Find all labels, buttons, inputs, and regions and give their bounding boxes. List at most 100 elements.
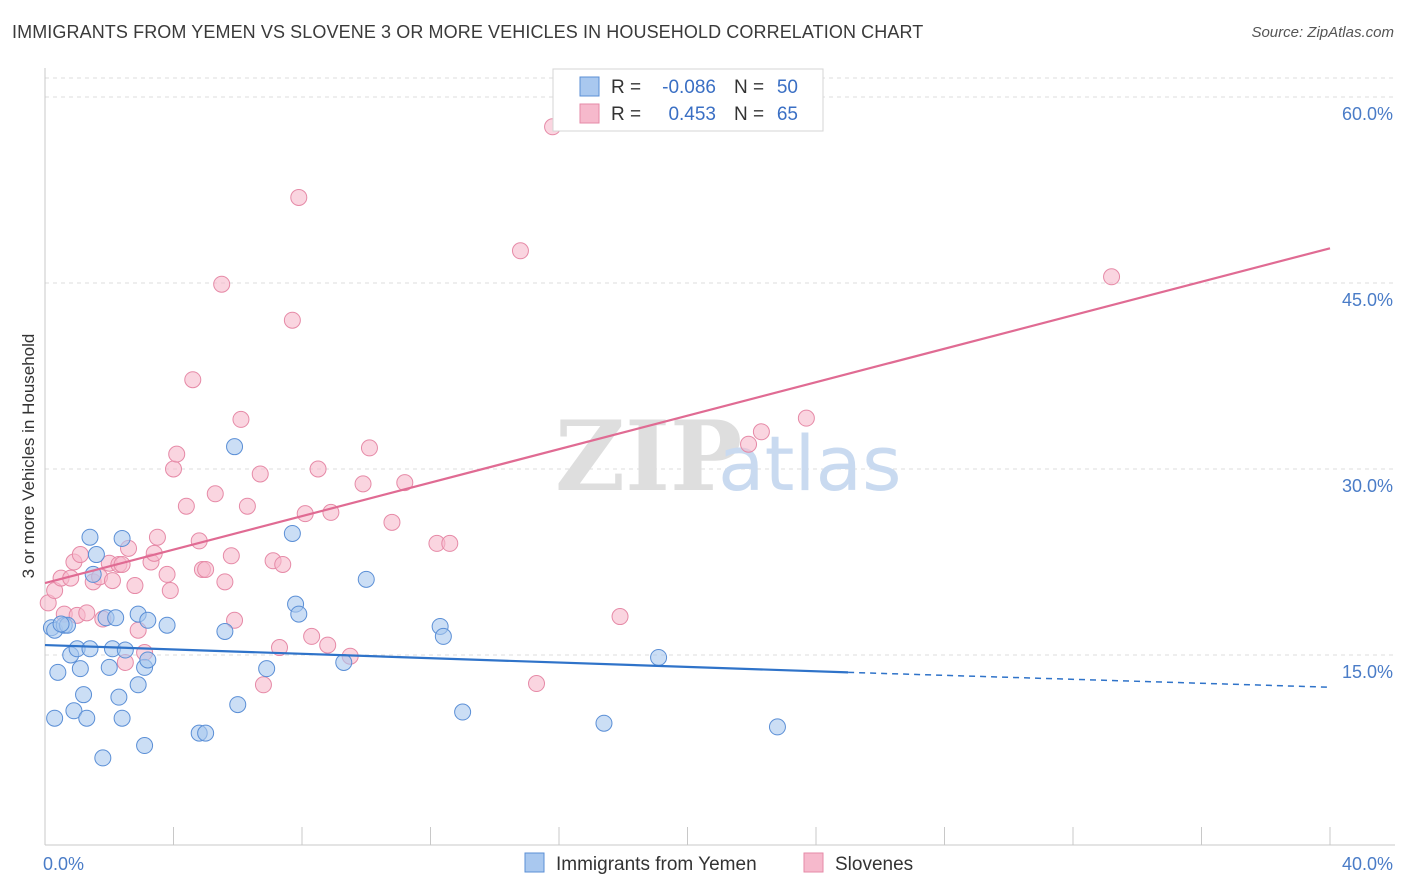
watermark-atlas: atlas — [718, 419, 902, 508]
yemen-point-35 — [229, 696, 247, 714]
slovenes-point-13 — [103, 572, 121, 590]
yemen-point-38 — [283, 524, 301, 542]
bottom-legend: Immigrants from Yemen Slovenes — [524, 852, 913, 875]
yemen-point-44 — [434, 627, 452, 645]
yemen-point-33 — [197, 724, 215, 742]
yemen-point-2 — [49, 663, 67, 681]
yemen-point-47 — [650, 648, 668, 666]
yemen-point-30 — [158, 616, 176, 634]
legend-swatch-yemen — [579, 76, 600, 97]
yemen-point-15 — [87, 546, 105, 564]
yemen-point-18 — [100, 658, 118, 676]
x-tick-label-0: 0.0% — [43, 854, 84, 874]
y-tick-label-0: 15.0% — [1342, 662, 1393, 682]
slovenes-point-40 — [251, 465, 269, 483]
legend-r-value-2: 0.453 — [668, 104, 716, 125]
slovenes-point-44 — [274, 555, 292, 573]
yemen-trend-line-extension — [848, 671, 1331, 688]
slovenes-point-55 — [383, 513, 401, 531]
trend-lines — [44, 247, 1331, 688]
yemen-point-29 — [139, 611, 157, 629]
yemen-trend-line — [44, 643, 849, 674]
slovenes-point-38 — [232, 410, 250, 428]
slovenes-point-43 — [271, 639, 289, 657]
slovenes-point-41 — [254, 676, 272, 694]
slovenes-point-56 — [396, 474, 414, 492]
slovenes-point-48 — [303, 627, 321, 645]
yemen-point-49 — [46, 709, 64, 727]
axes — [44, 68, 1395, 846]
legend-n-value-2: 65 — [777, 104, 798, 125]
slovenes-point-50 — [319, 636, 337, 654]
slovenes-point-60 — [528, 675, 546, 693]
yemen-point-20 — [107, 609, 125, 627]
yemen-point-9 — [71, 660, 89, 678]
slovenes-point-45 — [283, 311, 301, 329]
watermark-zip: ZIP — [555, 400, 742, 513]
slovenes-point-33 — [206, 485, 224, 503]
slovenes-point-18 — [126, 577, 144, 595]
slovenes-point-26 — [165, 460, 182, 478]
grid-lines — [45, 77, 1395, 656]
x-tick-labels: 0.0% 40.0% — [43, 854, 1393, 874]
yemen-point-48 — [768, 718, 786, 736]
yemen-points — [42, 438, 786, 767]
y-axis-label: 3 or more Vehicles in Household — [19, 334, 38, 579]
slovenes-point-62 — [611, 608, 629, 626]
slovenes-point-49 — [309, 460, 327, 478]
bottom-legend-yemen: Immigrants from Yemen — [556, 854, 757, 875]
yemen-point-46 — [595, 714, 613, 732]
legend-box: R = -0.086 N = 50 R = 0.453 N = 65 — [552, 68, 824, 132]
slovenes-point-25 — [161, 582, 179, 600]
slovenes-point-23 — [148, 528, 166, 546]
slovenes-point-37 — [226, 611, 244, 629]
yemen-point-25 — [129, 676, 147, 694]
yemen-point-41 — [335, 653, 353, 671]
slovenes-point-36 — [222, 547, 240, 565]
yemen-point-28 — [139, 651, 157, 669]
y-tick-labels: 15.0% 30.0% 45.0% 60.0% — [1342, 104, 1393, 682]
yemen-point-36 — [226, 438, 244, 456]
slovenes-point-64 — [752, 423, 770, 441]
yemen-point-23 — [113, 709, 131, 727]
slovenes-point-24 — [158, 565, 176, 583]
slovenes-point-29 — [184, 371, 202, 389]
y-tick-label-2: 45.0% — [1342, 290, 1393, 310]
slovenes-point-66 — [1103, 268, 1121, 286]
legend-n-value-1: 50 — [777, 77, 798, 98]
yemen-point-21 — [110, 688, 128, 706]
bottom-legend-swatch-slovenes — [803, 852, 824, 873]
yemen-point-16 — [94, 749, 112, 767]
legend-n-label-1: N = — [734, 77, 764, 98]
yemen-point-12 — [81, 640, 99, 658]
yemen-point-37 — [258, 660, 276, 678]
yemen-point-34 — [216, 622, 234, 640]
chart-title: IMMIGRANTS FROM YEMEN VS SLOVENE 3 OR MO… — [12, 22, 924, 42]
legend-r-value-1: -0.086 — [662, 77, 716, 98]
yemen-point-40 — [290, 605, 308, 623]
yemen-point-11 — [78, 709, 96, 727]
slovenes-point-59 — [511, 242, 529, 260]
slovenes-point-39 — [238, 497, 256, 515]
legend-r-label-1: R = — [611, 77, 641, 98]
bottom-legend-slovenes: Slovenes — [835, 854, 913, 875]
slovenes-point-7 — [71, 546, 89, 564]
slovenes-point-46 — [290, 188, 308, 206]
y-tick-label-3: 60.0% — [1342, 104, 1393, 124]
slovenes-point-54 — [360, 439, 378, 457]
slovenes-point-65 — [797, 409, 815, 427]
slovenes-point-34 — [213, 275, 231, 293]
slovenes-point-28 — [177, 497, 195, 515]
yemen-point-45 — [454, 703, 472, 721]
yemen-point-31 — [136, 737, 154, 755]
chart-source: Source: ZipAtlas.com — [1251, 24, 1394, 41]
yemen-point-10 — [75, 686, 93, 704]
slovenes-point-53 — [354, 475, 372, 493]
legend-swatch-slovenes — [579, 103, 600, 124]
yemen-point-14 — [81, 528, 99, 546]
yemen-point-7 — [65, 702, 83, 720]
bottom-legend-swatch-yemen — [524, 852, 545, 873]
yemen-point-5 — [52, 615, 70, 633]
slovenes-trend-line — [44, 247, 1331, 585]
